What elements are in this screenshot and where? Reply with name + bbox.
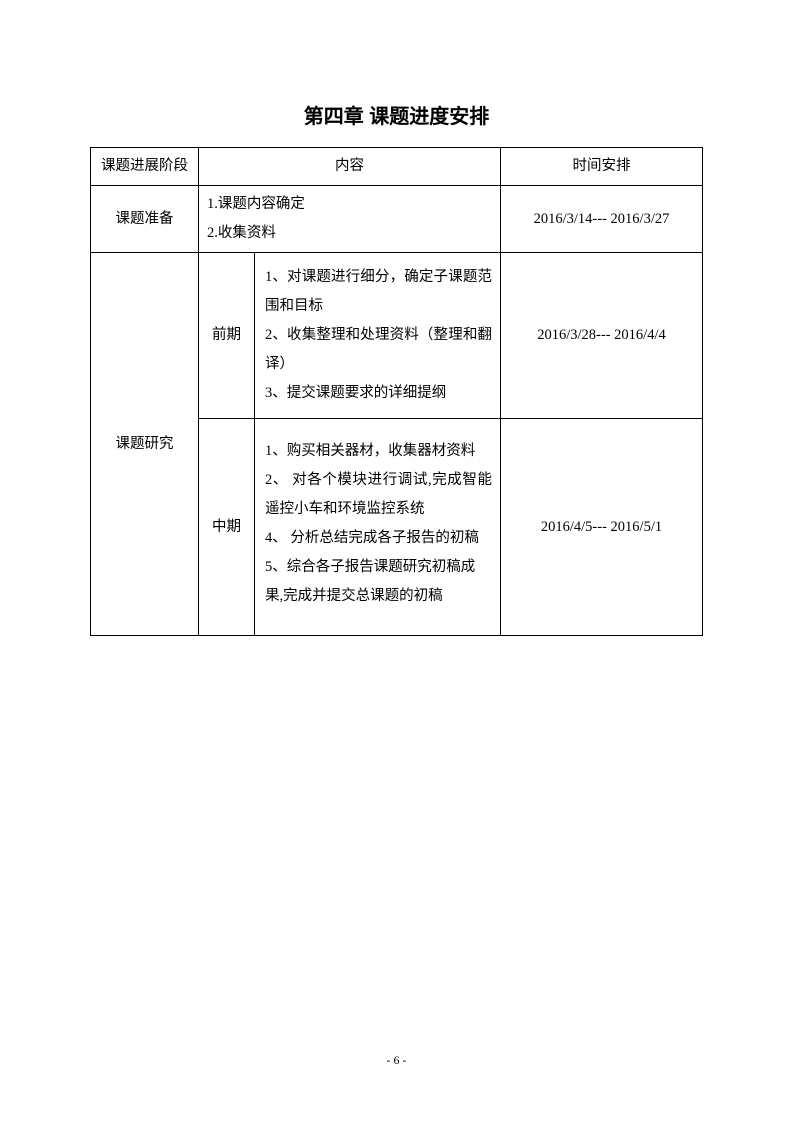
research-stage: 课题研究 — [91, 253, 199, 636]
table-row: 课题研究 前期 1、对课题进行细分，确定子课题范围和目标2、收集整理和处理资料（… — [91, 253, 703, 419]
header-content: 内容 — [199, 148, 501, 186]
early-content: 1、对课题进行细分，确定子课题范围和目标2、收集整理和处理资料（整理和翻译）3、… — [255, 253, 501, 419]
prep-content-line2: 2.收集资料 — [207, 219, 492, 248]
early-time: 2016/3/28--- 2016/4/4 — [501, 253, 703, 419]
prep-content: 1.课题内容确定 2.收集资料 — [199, 186, 501, 253]
table-row: 课题准备 1.课题内容确定 2.收集资料 2016/3/14--- 2016/3… — [91, 186, 703, 253]
header-stage: 课题进展阶段 — [91, 148, 199, 186]
header-time: 时间安排 — [501, 148, 703, 186]
schedule-table: 课题进展阶段 内容 时间安排 课题准备 1.课题内容确定 2.收集资料 2016… — [90, 147, 703, 636]
mid-content: 1、购买相关器材，收集器材资料2、 对各个模块进行调试,完成智能遥控小车和环境监… — [255, 419, 501, 636]
early-phase: 前期 — [199, 253, 255, 419]
chapter-title: 第四章 课题进度安排 — [90, 100, 703, 129]
prep-stage: 课题准备 — [91, 186, 199, 253]
mid-time: 2016/4/5--- 2016/5/1 — [501, 419, 703, 636]
page-number: - 6 - — [0, 1053, 793, 1068]
prep-time: 2016/3/14--- 2016/3/27 — [501, 186, 703, 253]
table-header-row: 课题进展阶段 内容 时间安排 — [91, 148, 703, 186]
prep-content-line1: 1.课题内容确定 — [207, 190, 492, 219]
mid-phase: 中期 — [199, 419, 255, 636]
